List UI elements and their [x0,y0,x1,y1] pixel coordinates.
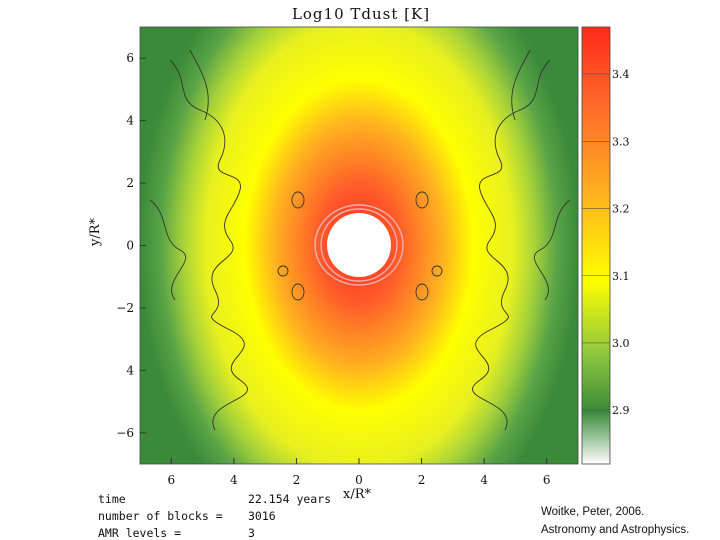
colorbar-tick-label: 3.1 [612,270,630,283]
figure-title: Log10 Tdust [K] [291,5,431,23]
y-tick-label: −6 [116,426,134,440]
colorbar [581,26,611,465]
info-amr-value: 3 [248,526,255,540]
info-time-label: time [98,492,126,506]
info-time-value: 22.154 years [248,492,332,506]
y-axis: 6 4 2 0 −2 4 −6 [116,51,146,440]
y-tick-label: 4 [126,363,134,377]
colorbar-tick-label: 3.0 [612,337,630,350]
x-axis: 6 4 2 0 2 4 6 [167,458,551,487]
x-tick-label: 0 [355,473,363,487]
colorbar-tick-label: 2.9 [612,404,630,417]
inner-contours [314,204,404,286]
info-amr-label: AMR levels = [98,526,182,540]
y-tick-label: 4 [126,114,134,128]
info-amr: AMR levels = 3 [98,526,255,540]
x-tick-label: 4 [230,473,238,487]
y-tick-label: −2 [116,301,134,315]
colorbar-tick-label: 3.4 [612,68,630,81]
x-tick-label: 2 [293,473,301,487]
central-star [327,213,391,277]
colorbar-tick-label: 3.2 [612,203,630,216]
y-axis-label: y/R* [88,217,103,246]
info-blocks: number of blocks = 3016 [98,509,276,523]
y-tick-label: 0 [126,239,134,253]
colorbar-ticks: 3.4 3.3 3.2 3.1 3.0 2.9 [582,68,630,417]
info-time: time 22.154 years [98,492,331,506]
x-tick-label: 6 [167,473,175,487]
info-blocks-label: number of blocks = [98,509,223,523]
x-axis-label: x/R* [343,487,371,502]
info-blocks-value: 3016 [248,509,276,523]
x-tick-label: 2 [418,473,426,487]
contour-lines [149,49,571,431]
y-tick-label: 2 [126,176,134,190]
citation-line-1: Woitke, Peter, 2006. [541,506,645,518]
citation-line-2: Astronomy and Astrophysics. [541,524,690,536]
citation: Woitke, Peter, 2006. Astronomy and Astro… [541,503,689,539]
x-tick-label: 4 [480,473,488,487]
y-tick-label: 6 [126,51,134,65]
x-tick-label: 6 [543,473,551,487]
colorbar-tick-label: 3.3 [612,135,630,148]
